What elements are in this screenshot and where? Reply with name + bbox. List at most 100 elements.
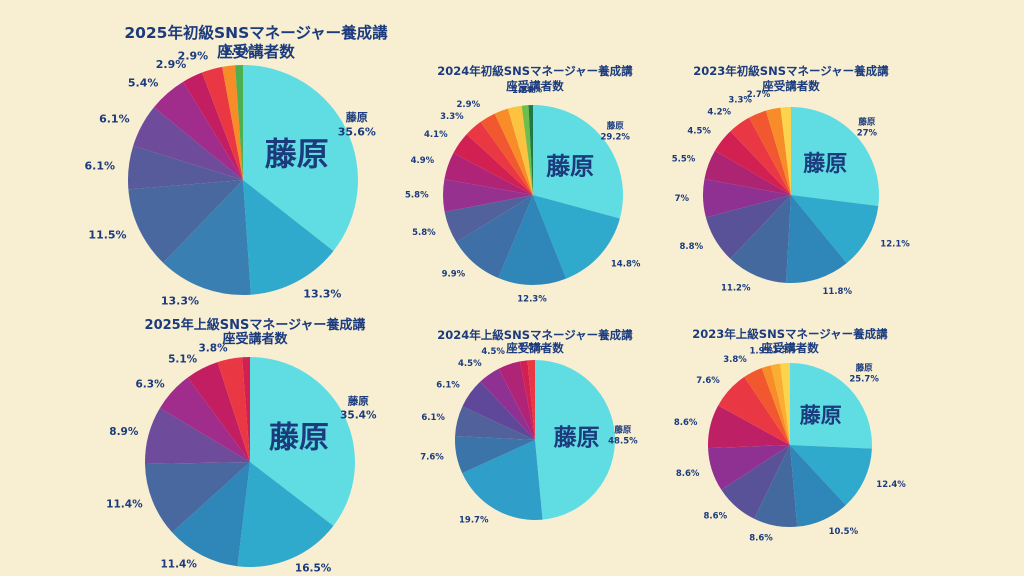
- slice-percent-label: 2.7%: [747, 90, 771, 100]
- slice-percent-label: 5.8%: [412, 228, 436, 238]
- slice-percent-label: 7%: [675, 194, 690, 204]
- main-slice-callout-name: 藤原: [613, 424, 632, 435]
- slice-percent-label: 9.9%: [442, 269, 466, 279]
- slice-percent-label: 4.5%: [481, 347, 505, 357]
- slice-percent-label: 5.4%: [128, 76, 159, 89]
- pie-slice: [145, 462, 250, 533]
- pie-slice: [480, 113, 533, 195]
- main-slice-callout-name: 藤原: [348, 395, 369, 408]
- pie-slice: [533, 195, 620, 279]
- slice-percent-label: 8.9%: [109, 426, 139, 438]
- slice-percent-label: 4.5%: [687, 127, 711, 137]
- slice-percent-label: 1.2%: [512, 86, 536, 96]
- pie-slice: [494, 108, 533, 195]
- pie-slice: [790, 445, 846, 527]
- slice-percent-label: 3.3%: [440, 112, 464, 122]
- slice-percent-label: 4.9%: [411, 156, 435, 166]
- pie-slice: [145, 407, 250, 464]
- main-slice-callout-name: 藤原: [346, 110, 368, 124]
- chart-title: 座受講者数: [221, 331, 288, 347]
- pie-slice: [521, 105, 533, 195]
- slice-percent-label: 12.4%: [876, 480, 906, 490]
- slice-percent-label: 4.5%: [458, 359, 482, 369]
- chart-title: 2024年初級SNSマネージャー養成講: [437, 64, 633, 78]
- pie-chart: 2023年上級SNSマネージャー養成講座受講者数藤原藤原25.7%12.4%10…: [674, 327, 906, 544]
- pie-slice: [444, 195, 533, 243]
- slice-percent-label: 12.1%: [880, 240, 910, 250]
- chart-title: 座受講者数: [216, 42, 295, 61]
- pie-chart: 2024年初級SNSマネージャー養成講座受講者数藤原藤原29.2%14.8%12…: [405, 64, 641, 304]
- pie-slice: [466, 121, 533, 195]
- pie-slice: [770, 363, 790, 445]
- slice-percent-label: 19.7%: [459, 515, 489, 525]
- pie-slice: [704, 150, 791, 195]
- pie-chart: 2025年上級SNSマネージャー養成講座受講者数藤原藤原35.4%16.5%11…: [106, 317, 377, 574]
- slice-percent-label: 0.8%: [519, 86, 543, 96]
- pie-slice: [242, 357, 250, 462]
- slice-percent-label: 1.9%: [750, 346, 774, 356]
- slice-percent-label: 11.8%: [823, 287, 853, 297]
- slice-percent-label: 6.1%: [421, 413, 445, 423]
- pie-slice: [172, 462, 250, 567]
- pie-slice: [202, 66, 243, 180]
- pie-slice: [535, 360, 615, 520]
- pie-slice: [183, 72, 243, 180]
- pie-slice: [718, 376, 790, 445]
- pie-slice: [702, 179, 791, 218]
- chart-title: 2023年上級SNSマネージャー養成講: [692, 327, 888, 341]
- chart-title: 2025年上級SNSマネージャー養成講: [145, 317, 366, 333]
- slice-percent-label: 6.1%: [99, 113, 130, 126]
- slice-percent-label: 13.3%: [303, 287, 341, 300]
- pie-slice: [721, 445, 790, 519]
- slice-percent-label: 5.8%: [405, 191, 429, 201]
- pie-chart: 2025年初級SNSマネージャー養成講座受講者数藤原藤原35.6%13.3%13…: [84, 23, 388, 308]
- pie-slice: [507, 105, 533, 195]
- pie-slice: [791, 195, 879, 264]
- slice-percent-label: 10.5%: [829, 527, 859, 537]
- pie-slice: [730, 117, 791, 195]
- chart-title: 2025年初級SNSマネージャー養成講: [124, 23, 388, 42]
- pie-slice: [705, 195, 791, 259]
- slice-percent-label: 2.9%: [457, 100, 481, 110]
- slice-percent-label: 1.9%: [773, 345, 797, 355]
- slice-percent-label: 1.1%: [223, 45, 254, 58]
- main-slice-callout-percent: 35.6%: [338, 125, 376, 138]
- pie-chart: 2023年初級SNSマネージャー養成講座受講者数藤原藤原27%12.1%11.8…: [672, 64, 911, 297]
- pie-slice: [765, 107, 791, 195]
- chart-title: 座受講者数: [505, 79, 564, 93]
- slice-percent-label: 5.1%: [168, 353, 198, 365]
- slice-percent-label: 1.5%: [519, 342, 543, 352]
- pie-slice: [243, 180, 334, 295]
- pie-slice: [528, 104, 533, 195]
- pie-slice: [250, 357, 355, 526]
- pie-slice: [237, 462, 334, 567]
- main-person-label: 藤原: [803, 151, 847, 177]
- pie-slice: [708, 405, 790, 449]
- slice-percent-label: 11.4%: [106, 499, 143, 511]
- pie-slice: [442, 179, 533, 212]
- slice-percent-label: 7.6%: [696, 376, 720, 386]
- slice-percent-label: 14.8%: [611, 260, 641, 270]
- pie-slice: [744, 368, 790, 445]
- pie-slice: [454, 435, 535, 474]
- pie-slice: [128, 180, 243, 263]
- slice-percent-label: 11.5%: [88, 229, 126, 242]
- pie-slice: [480, 368, 535, 440]
- pie-slice: [153, 81, 243, 180]
- pie-slice: [791, 107, 880, 207]
- pie-slice: [163, 180, 251, 296]
- slice-percent-label: 8.6%: [674, 418, 698, 428]
- chart-title: 座受講者数: [505, 341, 564, 355]
- slice-percent-label: 7.6%: [420, 452, 444, 462]
- slice-percent-label: 6.1%: [84, 159, 115, 172]
- pie-slice: [749, 110, 791, 195]
- main-person-label: 藤原: [799, 404, 842, 428]
- chart-title: 2024年上級SNSマネージャー養成講: [437, 328, 633, 342]
- pie-slice: [780, 363, 790, 445]
- main-person-label: 藤原: [265, 135, 329, 173]
- main-slice-callout-percent: 29.2%: [600, 133, 630, 143]
- pie-slice: [780, 107, 791, 195]
